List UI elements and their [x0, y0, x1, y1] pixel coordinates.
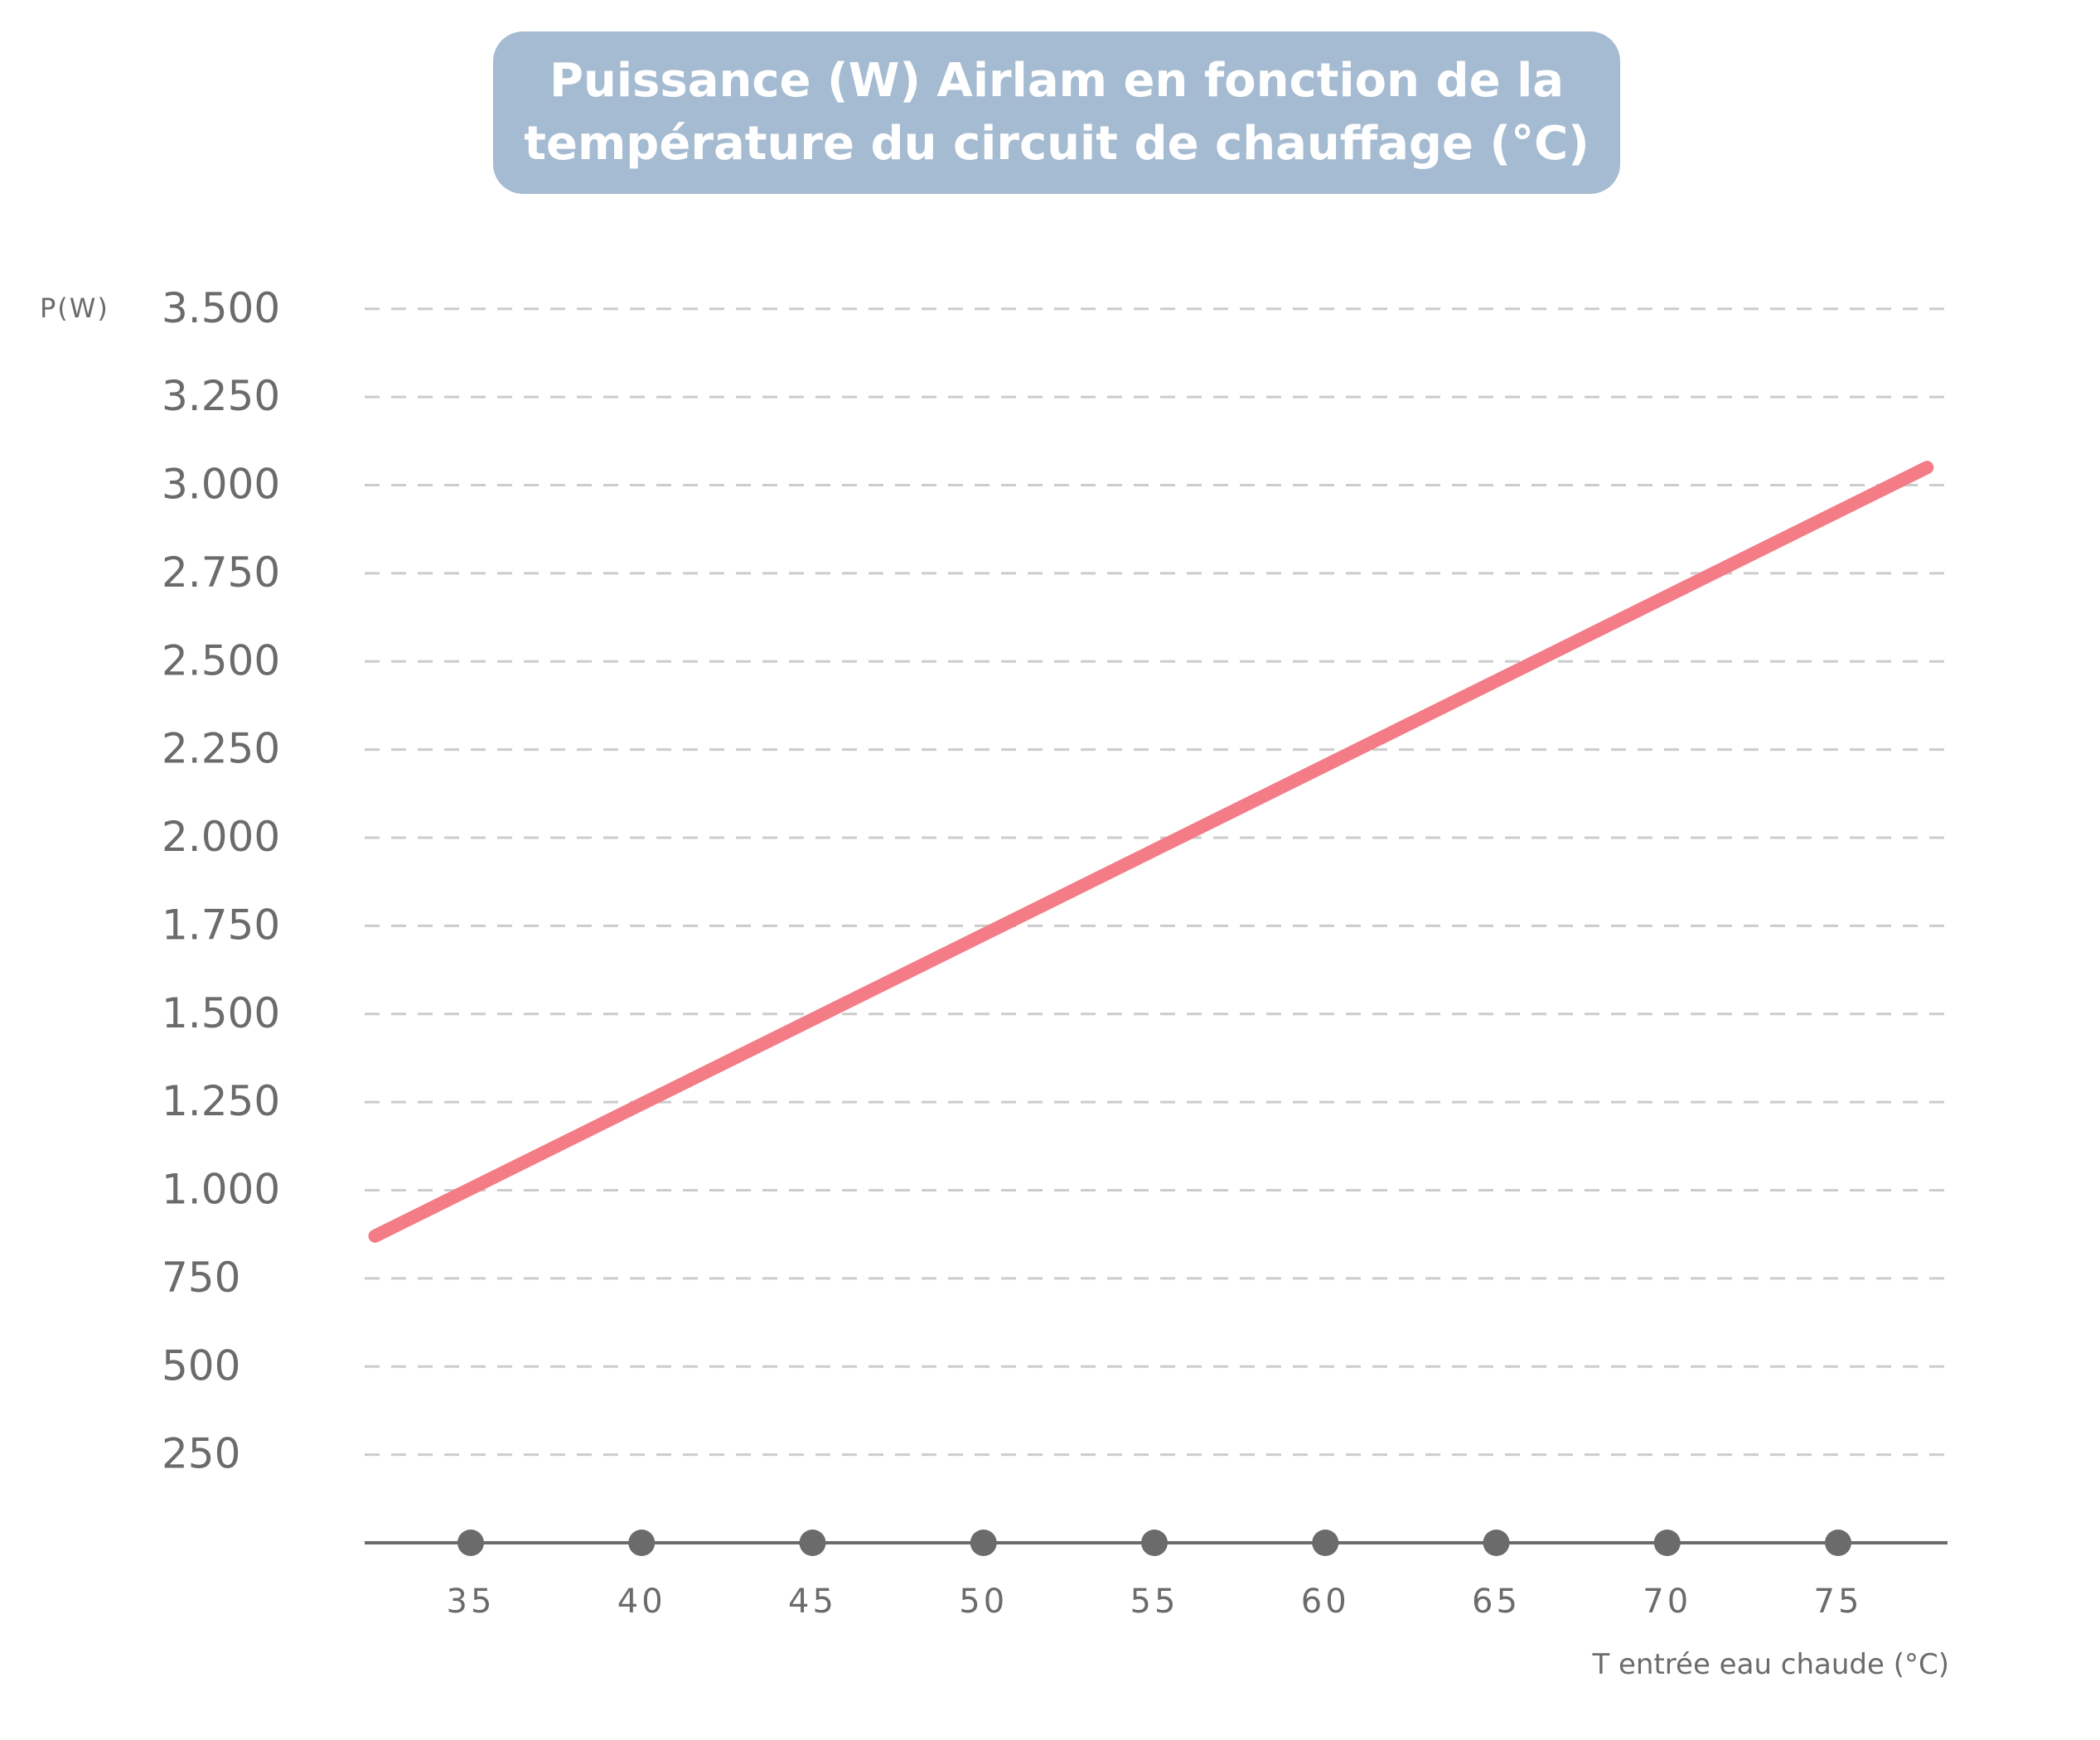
power-series-line [368, 461, 1934, 1243]
x-tick-label: 40 [617, 1583, 666, 1621]
x-tick-label: 75 [1814, 1583, 1863, 1621]
x-tick-marker [457, 1530, 484, 1556]
y-tick-label: 500 [162, 1341, 240, 1390]
y-tick-label: 750 [162, 1254, 240, 1302]
y-tick-label: 1.000 [162, 1166, 280, 1214]
y-tick-label: 2.250 [162, 725, 280, 773]
y-tick-label: 2.500 [162, 636, 280, 684]
x-tick-label: 65 [1472, 1583, 1521, 1621]
y-tick-label: 2.000 [162, 813, 280, 861]
x-axis-label: T entrée eau chaude (°C) [1591, 1648, 1949, 1681]
x-tick-label: 35 [447, 1583, 496, 1621]
y-axis-label: P(W) [40, 292, 109, 324]
x-tick-label: 55 [1130, 1583, 1179, 1621]
series-lines [368, 461, 1934, 1243]
x-tick-marker [1825, 1530, 1851, 1556]
y-tick-label: 1.250 [162, 1077, 280, 1125]
x-tick-label: 50 [959, 1583, 1008, 1621]
chart-title-box: Puissance (W) Airlam en fonction de la t… [493, 31, 1620, 194]
y-tick-label: 3.000 [162, 461, 280, 509]
x-tick-label: 70 [1643, 1583, 1691, 1621]
chart-title-line-1: Puissance (W) Airlam en fonction de la [549, 54, 1565, 108]
x-tick-label: 60 [1301, 1583, 1350, 1621]
x-axis-markers [457, 1530, 1851, 1556]
y-tick-label: 3.250 [162, 372, 280, 420]
x-tick-label: 45 [788, 1583, 837, 1621]
x-tick-marker [1312, 1530, 1339, 1556]
x-tick-marker [970, 1530, 997, 1556]
y-tick-label: 1.750 [162, 901, 280, 949]
gridlines [365, 307, 1948, 1457]
x-axis-ticks: 35 40 45 50 55 60 65 70 75 [447, 1583, 1863, 1621]
x-tick-marker [1653, 1530, 1681, 1556]
y-tick-label: 1.500 [162, 989, 280, 1037]
x-tick-marker [1483, 1530, 1510, 1556]
x-tick-marker [628, 1530, 656, 1556]
chart-title-line-2: température du circuit de chauffage (°C) [524, 117, 1590, 171]
x-tick-marker [799, 1530, 826, 1556]
y-tick-label: 2.750 [162, 549, 280, 597]
y-tick-label: 3.500 [162, 284, 280, 332]
x-tick-marker [1141, 1530, 1168, 1556]
y-tick-label: 250 [162, 1430, 240, 1478]
y-axis-ticks: 250 500 750 1.000 1.250 1.500 1.750 2.000 2.250 2… [162, 284, 280, 1478]
